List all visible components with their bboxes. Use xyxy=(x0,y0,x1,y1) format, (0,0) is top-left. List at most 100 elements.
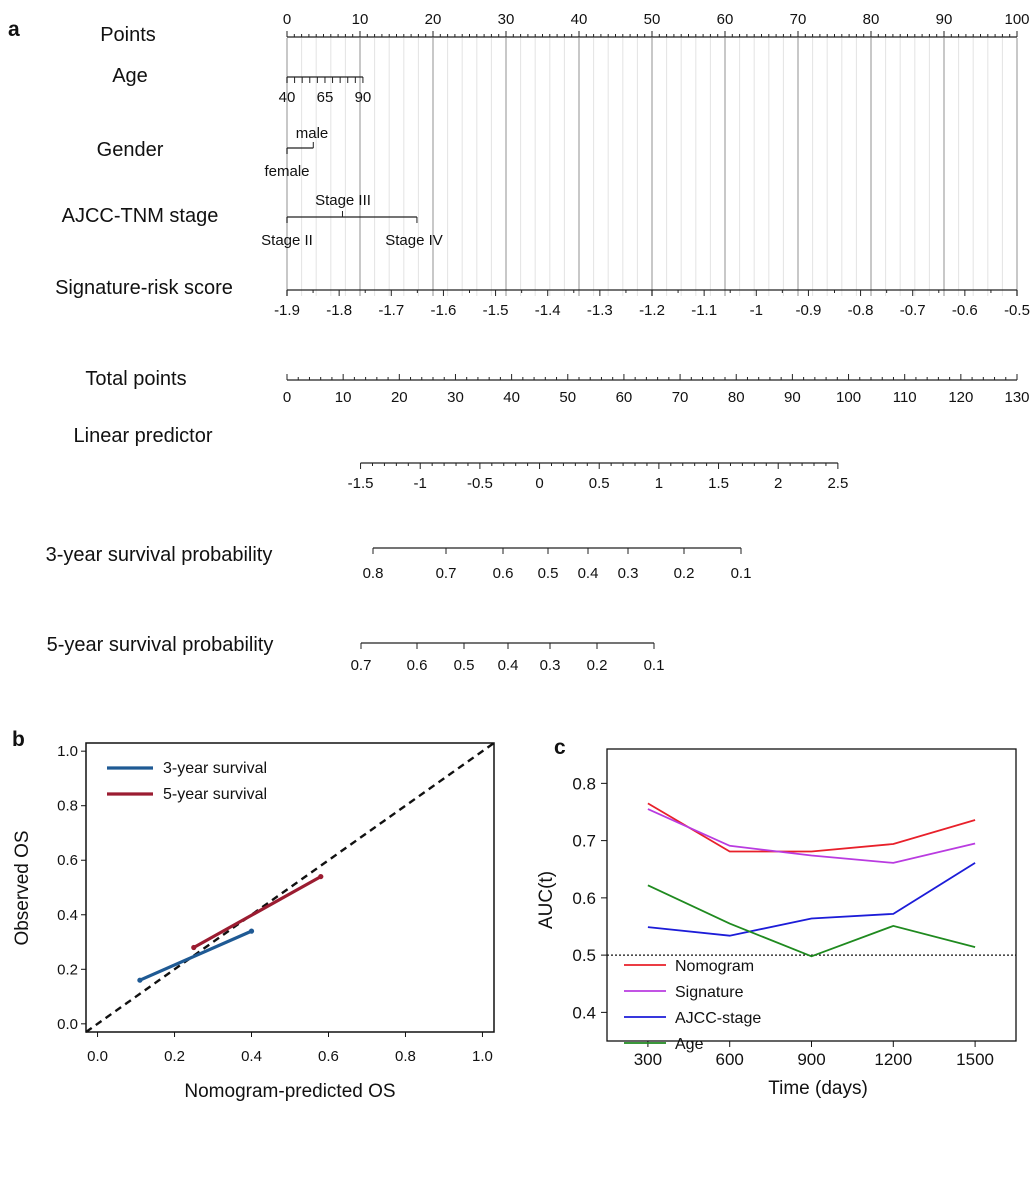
tick-label: 2.5 xyxy=(827,475,848,492)
row-label: 3-year survival probability xyxy=(46,544,273,566)
row-label: AJCC-TNM stage xyxy=(62,205,219,227)
x-axis-label: Nomogram-predicted OS xyxy=(184,1081,395,1102)
tick-label: 0.3 xyxy=(618,565,639,582)
legend-label: AJCC-stage xyxy=(675,1010,761,1027)
tick-label: 50 xyxy=(559,389,576,406)
calibration-point xyxy=(318,873,324,880)
tick-label: 110 xyxy=(893,389,917,406)
y-tick-label: 0.7 xyxy=(572,832,596,851)
legend-label: 5-year survival xyxy=(163,786,267,803)
tick-label: 30 xyxy=(447,389,464,406)
auc-panel: c 300 600 900 1200 1500 0.4 0.5 0.6 0.7 0.8 Time (d… xyxy=(536,736,1017,1099)
tick-label: 0.6 xyxy=(493,565,514,582)
tick-label: 10 xyxy=(335,389,352,406)
tick-label: -1.9 xyxy=(274,302,300,319)
series-line xyxy=(647,808,976,864)
tick-label: -0.7 xyxy=(900,302,926,319)
x-tick-label: 0.4 xyxy=(241,1048,262,1065)
x-tick-label: 1200 xyxy=(874,1050,912,1069)
tick-label: -1.5 xyxy=(483,302,509,319)
y-tick-label: 0.8 xyxy=(572,774,596,793)
y-tick-label: 0.8 xyxy=(57,798,78,815)
tick-label: 60 xyxy=(616,389,633,406)
tick-label: 100 xyxy=(1004,11,1029,28)
calibration-point xyxy=(137,977,143,983)
plot-frame xyxy=(85,742,495,1033)
tick-label: Stage II xyxy=(261,232,313,249)
tick-label: -1.8 xyxy=(326,302,352,319)
x-tick-label: 1.0 xyxy=(472,1048,493,1065)
x-tick-label: 900 xyxy=(797,1050,825,1069)
tick-label: -1.6 xyxy=(430,302,456,319)
tick-label: 0.5 xyxy=(454,657,475,674)
y-tick-label: 0.0 xyxy=(57,1016,78,1033)
x-axis-label: Time (days) xyxy=(768,1078,868,1099)
tick-label: 20 xyxy=(425,11,442,28)
tick-label: 0.4 xyxy=(578,565,599,582)
tick-label: -1.1 xyxy=(691,302,717,319)
tick-label: 130 xyxy=(1004,389,1029,406)
tick-label: -1 xyxy=(414,475,427,492)
tick-label: 1.5 xyxy=(708,475,729,492)
reference-diagonal xyxy=(85,742,495,1033)
tick-label: -0.8 xyxy=(848,302,874,319)
tick-label: 0.1 xyxy=(644,657,665,674)
panel-label-b: b xyxy=(12,728,25,751)
tick-label: -0.6 xyxy=(952,302,978,319)
y-tick-label: 0.6 xyxy=(572,889,596,908)
tick-label: 80 xyxy=(728,389,745,406)
y-tick-label: 0.5 xyxy=(572,946,596,965)
row-label: Total points xyxy=(85,368,186,390)
y-tick-label: 0.4 xyxy=(57,907,78,924)
tick-label: Stage III xyxy=(315,192,371,209)
tick-label: -0.5 xyxy=(467,475,493,492)
x-tick-label: 0.8 xyxy=(395,1048,416,1065)
tick-label: -1.2 xyxy=(639,302,665,319)
tick-label: 0.2 xyxy=(587,657,608,674)
panel-label-c: c xyxy=(554,736,566,759)
tick-label: -1 xyxy=(750,302,763,319)
row-label: Linear predictor xyxy=(74,425,213,447)
series-line xyxy=(647,884,976,958)
tick-label: 70 xyxy=(672,389,689,406)
tick-label: male xyxy=(296,125,329,142)
tick-label: 40 xyxy=(571,11,588,28)
tick-label: 100 xyxy=(836,389,861,406)
y-tick-label: 0.4 xyxy=(572,1003,596,1022)
tick-label: 1 xyxy=(655,475,663,492)
legend-label: Age xyxy=(675,1036,704,1053)
tick-label: 2 xyxy=(774,475,782,492)
tick-label: -0.5 xyxy=(1004,302,1030,319)
x-tick-label: 0.6 xyxy=(318,1048,339,1065)
tick-label: 70 xyxy=(790,11,807,28)
tick-label: 30 xyxy=(498,11,515,28)
x-tick-label: 600 xyxy=(716,1050,744,1069)
y-axis-label: Observed OS xyxy=(12,830,33,945)
tick-label: 0.7 xyxy=(351,657,372,674)
tick-label: 0.8 xyxy=(363,565,384,582)
tick-label: 90 xyxy=(355,89,372,106)
nomogram-panel: a Points Age Gender AJCC-TNM stage Signature-… xyxy=(8,11,1030,674)
legend-label: Signature xyxy=(675,984,744,1001)
tick-label: 40 xyxy=(503,389,520,406)
tick-label: 90 xyxy=(784,389,801,406)
calibration-point xyxy=(191,944,197,951)
tick-label: 10 xyxy=(352,11,369,28)
tick-label: 20 xyxy=(391,389,408,406)
row-label: Gender xyxy=(97,139,164,161)
tick-label: 0.7 xyxy=(436,565,457,582)
legend-label: 3-year survival xyxy=(163,760,267,777)
y-tick-label: 0.2 xyxy=(57,961,78,978)
tick-label: 0.4 xyxy=(498,657,519,674)
tick-label: 0 xyxy=(283,11,291,28)
row-label: Signature-risk score xyxy=(55,277,233,299)
row-label: Age xyxy=(112,65,148,87)
x-tick-label: 300 xyxy=(634,1050,662,1069)
tick-label: 0.1 xyxy=(731,565,752,582)
tick-label: 0 xyxy=(283,389,291,406)
series-line xyxy=(647,862,976,937)
x-tick-label: 0.2 xyxy=(164,1048,185,1065)
calibration-point xyxy=(248,928,255,934)
tick-label: 90 xyxy=(936,11,953,28)
